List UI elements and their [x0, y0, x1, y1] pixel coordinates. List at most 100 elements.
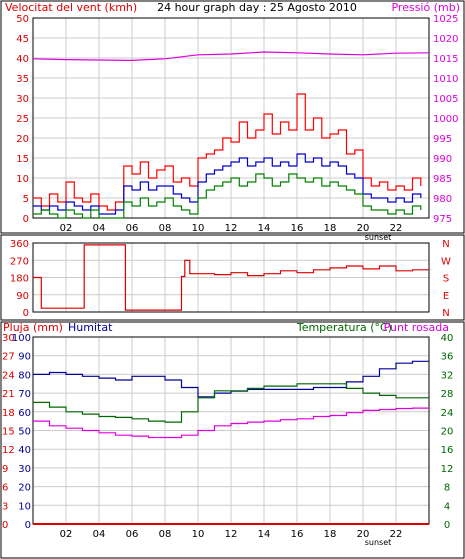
direction-tick-label-360: 360	[10, 239, 29, 250]
rain-tick-label-18: 18	[2, 408, 15, 419]
dewpoint-axis-label: Punt rosada	[384, 321, 449, 334]
humidity-tick-label-0: 0	[25, 520, 31, 531]
wind-tick-label-45: 45	[16, 34, 29, 45]
temperature-tick-label-28: 28	[441, 389, 454, 400]
rain-tick-label-12: 12	[2, 445, 15, 456]
compass-label-4: N	[442, 308, 449, 319]
rain-tick-label-6: 6	[2, 483, 8, 494]
pressure-tick-label-1010: 1010	[433, 74, 458, 85]
pressure-tick-label-980: 980	[433, 194, 452, 205]
wind-tick-label-10: 10	[16, 174, 29, 185]
direction-tick-label-0: 0	[23, 308, 29, 319]
x-tick-label-18: 18	[324, 529, 337, 540]
temperature-tick-label-24: 24	[441, 408, 454, 419]
wind-tick-label-25: 25	[16, 114, 29, 125]
temperature-tick-label-20: 20	[441, 427, 454, 438]
pressure-tick-label-1025: 1025	[433, 14, 458, 25]
direction-tick-label-270: 270	[10, 256, 29, 267]
x-tick-label-08: 08	[159, 529, 172, 540]
rain-tick-label-21: 21	[2, 389, 15, 400]
pressure-tick-label-1000: 1000	[433, 114, 458, 125]
compass-label-3: E	[443, 291, 449, 302]
compass-label-1: W	[441, 256, 451, 267]
x-tick-label-14: 14	[258, 529, 271, 540]
humidity-tick-label-10: 10	[18, 501, 31, 512]
pressure-tick-label-1020: 1020	[433, 34, 458, 45]
pressure-tick-label-975: 975	[433, 214, 452, 225]
humidity-tick-label-70: 70	[18, 389, 31, 400]
humidity-tick-label-90: 90	[18, 352, 31, 363]
direction-tick-label-90: 90	[16, 291, 29, 302]
wind-panel-axes: 0510152025303540455097598098599099510001…	[16, 14, 458, 234]
wind-tick-label-30: 30	[16, 94, 29, 105]
series-direction	[33, 244, 429, 311]
graph-title: 24 hour graph day : 25 Agosto 2010	[157, 1, 357, 14]
x-tick-label-10: 10	[192, 529, 205, 540]
wind-panel-series	[32, 51, 430, 219]
series-wind_low	[33, 173, 422, 219]
x-tick-label-06: 06	[126, 223, 139, 234]
wind-tick-label-40: 40	[16, 54, 29, 65]
x-tick-label-18: 18	[324, 223, 337, 234]
temperature-tick-label-4: 4	[444, 501, 450, 512]
pressure-tick-label-990: 990	[433, 154, 452, 165]
sunset-marker-label: sunset	[365, 233, 392, 242]
x-tick-label-06: 06	[126, 529, 139, 540]
x-tick-label-02: 02	[60, 223, 73, 234]
temperature-axis-label: Temperatura (°C)	[296, 321, 392, 334]
climate-panel-series	[33, 360, 429, 525]
rain-axis-label: Pluja (mm)	[3, 321, 63, 334]
series-wind_avg	[33, 153, 422, 215]
wind-tick-label-15: 15	[16, 154, 29, 165]
wind-plot-area	[32, 17, 430, 219]
x-tick-label-22: 22	[390, 529, 403, 540]
wind-tick-label-0: 0	[23, 214, 29, 225]
temperature-tick-label-12: 12	[441, 464, 454, 475]
compass-label-0: N	[442, 239, 449, 250]
climate-panel-frame	[0, 321, 465, 559]
x-tick-label-04: 04	[93, 529, 106, 540]
rain-tick-label-9: 9	[2, 464, 8, 475]
direction-panel-series	[33, 244, 429, 311]
humidity-tick-label-30: 30	[18, 464, 31, 475]
humidity-tick-label-60: 60	[18, 408, 31, 419]
x-tick-label-20: 20	[357, 223, 370, 234]
series-wind_gust	[33, 93, 422, 211]
x-tick-label-10: 10	[192, 223, 205, 234]
temperature-tick-label-40: 40	[441, 333, 454, 344]
rain-tick-label-15: 15	[2, 427, 15, 438]
direction-tick-label-180: 180	[10, 274, 29, 285]
pressure-tick-label-1005: 1005	[433, 94, 458, 105]
rain-tick-label-3: 3	[2, 501, 8, 512]
x-tick-label-16: 16	[291, 529, 304, 540]
pressure-tick-label-1015: 1015	[433, 54, 458, 65]
x-tick-label-12: 12	[225, 529, 238, 540]
pressure-axis-label: Pressió (mb)	[391, 1, 460, 14]
pressure-tick-label-995: 995	[433, 134, 452, 145]
temperature-tick-label-32: 32	[441, 370, 454, 381]
wind-panel-grid	[33, 18, 429, 218]
x-tick-label-04: 04	[93, 223, 106, 234]
rain-tick-label-30: 30	[2, 333, 15, 344]
wind-tick-label-35: 35	[16, 74, 29, 85]
rain-tick-label-27: 27	[2, 352, 15, 363]
wind-tick-label-20: 20	[16, 134, 29, 145]
x-tick-label-14: 14	[258, 223, 271, 234]
humidity-tick-label-20: 20	[18, 483, 31, 494]
series-pressure	[32, 51, 430, 62]
humidity-axis-label: Humitat	[68, 321, 113, 334]
x-tick-label-16: 16	[291, 223, 304, 234]
direction-panel-frame	[0, 234, 465, 321]
sunset-marker-label-2: sunset	[365, 538, 392, 547]
direction-panel-grid	[33, 243, 429, 312]
wind-tick-label-50: 50	[16, 14, 29, 25]
x-tick-label-08: 08	[159, 223, 172, 234]
series-dewpoint	[33, 407, 429, 439]
x-tick-label-20: 20	[357, 529, 370, 540]
humidity-tick-label-100: 100	[12, 333, 31, 344]
rain-tick-label-0: 0	[2, 520, 8, 531]
